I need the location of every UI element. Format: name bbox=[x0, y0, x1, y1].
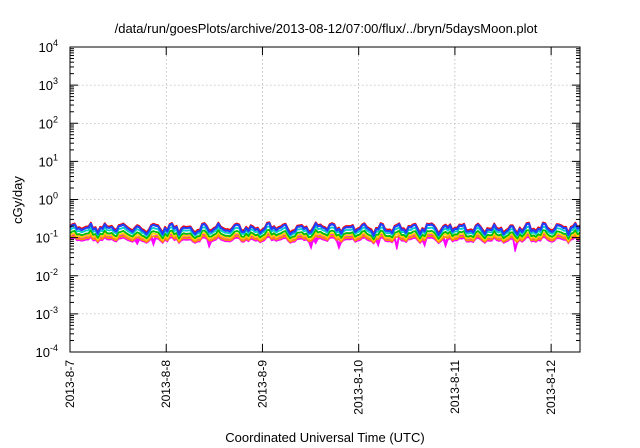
grid-lines bbox=[70, 47, 580, 352]
y-tick-label: 100 bbox=[39, 191, 58, 208]
y-tick-label: 10-2 bbox=[36, 267, 58, 284]
x-tick-label: 2013-8-9 bbox=[255, 360, 269, 408]
x-tick-label: 2013-8-10 bbox=[352, 360, 366, 415]
y-tick-label: 101 bbox=[39, 152, 58, 169]
chart-title: /data/run/goesPlots/archive/2013-08-12/0… bbox=[115, 21, 538, 36]
x-tick-label: 2013-8-11 bbox=[448, 360, 462, 414]
series-line bbox=[69, 228, 581, 241]
y-tick-label: 10-3 bbox=[36, 305, 58, 322]
x-tick-label: 2013-8-8 bbox=[159, 360, 173, 408]
y-axis-label: cGy/day bbox=[10, 176, 25, 224]
y-tick-label: 10-4 bbox=[36, 343, 58, 360]
x-axis-label: Coordinated Universal Time (UTC) bbox=[225, 430, 424, 445]
y-tick-label: 104 bbox=[39, 38, 58, 55]
series-line bbox=[69, 225, 581, 238]
series-line bbox=[69, 222, 581, 237]
x-tick-label: 2013-8-12 bbox=[544, 360, 558, 415]
y-tick-label: 103 bbox=[39, 76, 58, 93]
y-tick-label: 10-1 bbox=[36, 229, 58, 246]
x-tick-label: 2013-8-7 bbox=[63, 360, 77, 408]
series-line bbox=[69, 231, 581, 242]
y-axis: 10-4 10-3 10-2 10-1 100 101 102 103 104 bbox=[36, 38, 580, 360]
x-axis: 2013-8-7 2013-8-8 2013-8-9 2013-8-10 2013-8-… bbox=[63, 47, 558, 415]
data-series bbox=[69, 221, 581, 253]
y-tick-label: 102 bbox=[39, 114, 58, 131]
series-line bbox=[69, 234, 581, 244]
